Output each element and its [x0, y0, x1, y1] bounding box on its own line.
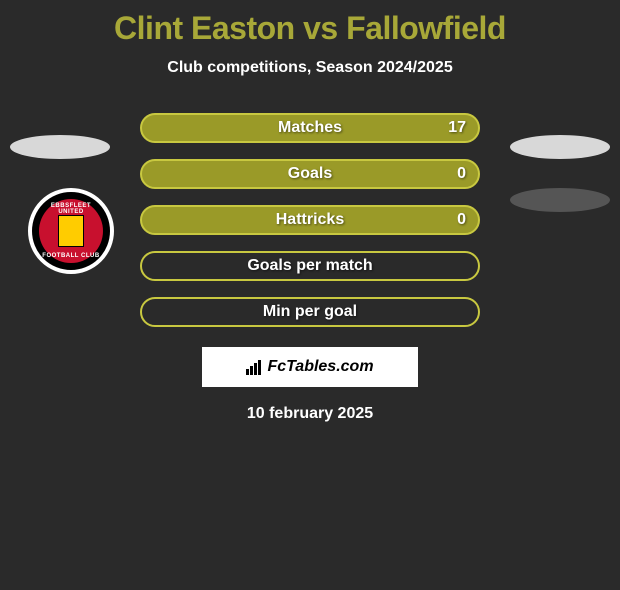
- stat-row-min-per-goal: Min per goal: [0, 289, 620, 335]
- comparison-title: Clint Easton vs Fallowfield: [0, 10, 620, 47]
- fctables-watermark: FcTables.com: [202, 347, 418, 387]
- stat-row-goals-per-match: Goals per match: [0, 243, 620, 289]
- stat-value-right: 17: [448, 119, 466, 137]
- stat-label: Goals per match: [247, 257, 372, 275]
- stat-label: Hattricks: [276, 211, 344, 229]
- comparison-subtitle: Club competitions, Season 2024/2025: [0, 59, 620, 77]
- stat-bar: Hattricks 0: [140, 205, 480, 235]
- stats-container: Matches 17 Goals 0 Hattricks 0 Goals per…: [0, 105, 620, 423]
- stat-value-right: 0: [457, 165, 466, 183]
- date-footer: 10 february 2025: [0, 405, 620, 423]
- stat-label: Matches: [278, 119, 342, 137]
- stat-label: Min per goal: [263, 303, 357, 321]
- stat-bar: Goals 0: [140, 159, 480, 189]
- stat-row-matches: Matches 17: [0, 105, 620, 151]
- stat-bar: Goals per match: [140, 251, 480, 281]
- stat-row-goals: Goals 0: [0, 151, 620, 197]
- fctables-bars-icon: [246, 360, 261, 375]
- stat-bar: Matches 17: [140, 113, 480, 143]
- stat-row-hattricks: Hattricks 0: [0, 197, 620, 243]
- stat-bar: Min per goal: [140, 297, 480, 327]
- stat-value-right: 0: [457, 211, 466, 229]
- stat-label: Goals: [288, 165, 332, 183]
- fctables-text: FcTables.com: [267, 358, 373, 376]
